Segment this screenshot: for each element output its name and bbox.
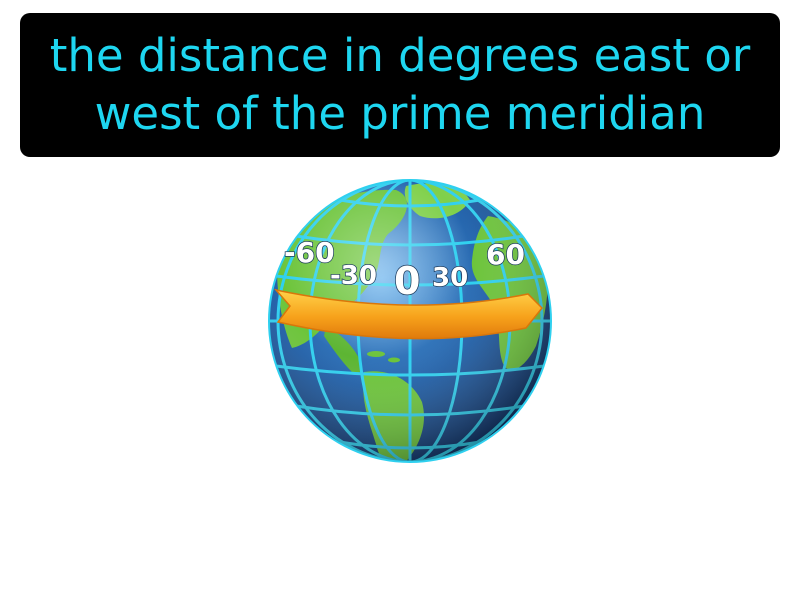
caption-line-1: the distance in degrees east or: [49, 29, 751, 82]
longitude-label-30: 30: [432, 263, 468, 293]
caption-line-2: west of the prime meridian: [94, 87, 706, 140]
longitude-label-0: 0: [394, 259, 420, 303]
longitude-label-60: 60: [486, 238, 525, 271]
longitude-label-minus-30: -30: [330, 261, 377, 291]
globe-illustration: -60 -30 0 30 60: [256, 176, 564, 466]
east-arrow-icon: [273, 288, 544, 340]
globe-icon: -60 -30 0 30 60: [268, 179, 552, 463]
definition-caption: the distance in degrees east or west of …: [20, 13, 780, 157]
longitude-label-minus-60: -60: [284, 236, 335, 269]
